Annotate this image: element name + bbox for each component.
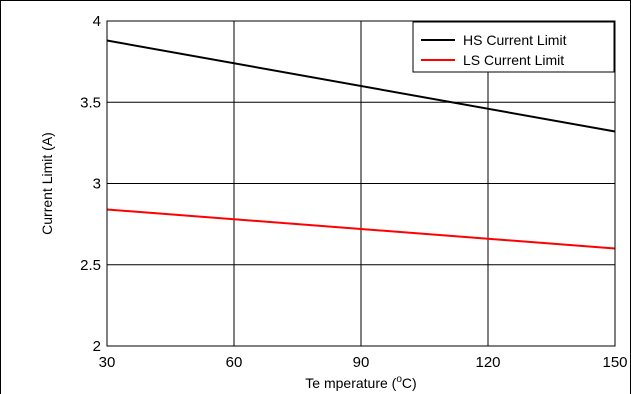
x-tick-label: 30 [99,354,116,371]
y-tick-label: 2.5 [80,257,101,274]
y-tick-label: 3.5 [80,94,101,111]
y-tick-label: 4 [93,13,101,30]
legend: HS Current Limit LS Current Limit [412,21,615,73]
y-tick-label: 3 [93,176,101,193]
y-tick-label: 2 [93,338,101,355]
y-tick-labels: 2 2.5 3 3.5 4 [80,13,101,355]
x-tick-labels: 30 60 90 120 150 [99,354,628,371]
x-tick-label: 120 [475,354,500,371]
series-lines [106,39,616,250]
series-line-ls-current-limit [106,208,616,250]
x-tick-label: 60 [226,354,243,371]
series-line-hs-current-limit [106,39,616,133]
x-axis-title-unit: C) [402,375,417,391]
legend-box [412,21,615,73]
x-axis-title: Te mperature (oC) [305,374,416,391]
plot-area-border [106,20,616,347]
legend-label: LS Current Limit [463,52,564,68]
y-axis-title: Current Limit (A) [39,132,55,235]
x-axis-title-superscript: o [396,374,402,385]
x-tick-label: 150 [602,354,627,371]
x-axis-title-main: Te mperature ( [305,375,396,391]
legend-label: HS Current Limit [463,32,567,48]
x-tick-label: 90 [353,354,370,371]
